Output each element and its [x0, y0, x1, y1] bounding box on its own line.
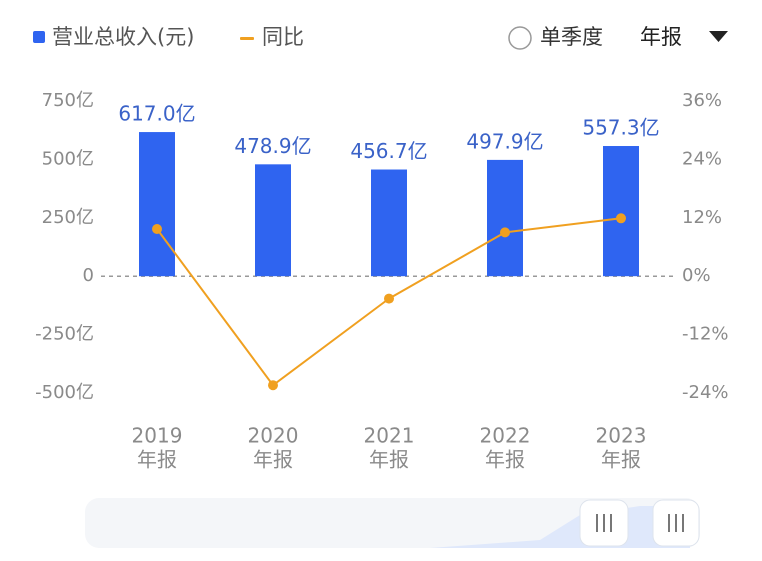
y-tick-label: 250亿 — [42, 207, 94, 228]
dropdown-arrow[interactable] — [709, 31, 728, 42]
slider-track — [85, 498, 700, 548]
value-label: 617.0亿 — [118, 102, 195, 126]
value-label: 478.9亿 — [234, 134, 311, 158]
bar — [487, 159, 523, 277]
x-tick-label: 2021 — [364, 424, 415, 448]
handle-grip — [668, 514, 684, 532]
legend-label[interactable]: 营业总收入(元) — [52, 25, 194, 49]
y-tick-label: -500亿 — [35, 382, 94, 403]
value-label: 497.9亿 — [466, 129, 543, 153]
y-tick-label: 0 — [83, 265, 94, 286]
x-tick-label: 年报 — [601, 448, 641, 472]
y-tick-label: -250亿 — [35, 324, 94, 345]
legend-swatch — [33, 31, 45, 43]
line-point — [152, 223, 162, 234]
legend-swatch — [240, 37, 254, 40]
bar — [255, 164, 291, 277]
line-point — [616, 213, 626, 224]
x-tick-label: 2020 — [248, 424, 299, 448]
x-tick-label: 2022 — [480, 424, 531, 448]
y2-tick-label: 36% — [682, 90, 722, 111]
y2-tick-label: 0% — [682, 265, 711, 286]
radio-button[interactable] — [508, 26, 532, 50]
bar — [371, 169, 407, 277]
range-slider[interactable] — [85, 498, 700, 548]
y-tick-label: 750亿 — [42, 90, 94, 111]
dropdown-label[interactable]: 年报 — [640, 25, 682, 49]
radio-label[interactable]: 单季度 — [540, 25, 603, 49]
x-tick-label: 2019 — [132, 424, 183, 448]
y2-tick-label: 24% — [682, 148, 722, 169]
line-point — [384, 293, 394, 304]
line-point — [268, 380, 278, 391]
y2-tick-label: 12% — [682, 207, 722, 228]
y2-tick-label: -12% — [682, 324, 729, 345]
bar — [603, 146, 639, 277]
y2-tick-label: -24% — [682, 382, 729, 403]
y-tick-label: 500亿 — [42, 148, 94, 169]
value-label: 456.7亿 — [350, 139, 427, 163]
x-tick-label: 2023 — [596, 424, 647, 448]
bar — [139, 132, 175, 277]
handle-grip — [596, 514, 612, 532]
x-tick-label: 年报 — [253, 448, 293, 472]
x-tick-label: 年报 — [369, 448, 409, 472]
value-label: 557.3亿 — [582, 116, 659, 140]
x-tick-label: 年报 — [485, 448, 525, 472]
x-tick-label: 年报 — [137, 448, 177, 472]
legend-label[interactable]: 同比 — [262, 25, 304, 49]
line-point — [500, 227, 510, 238]
